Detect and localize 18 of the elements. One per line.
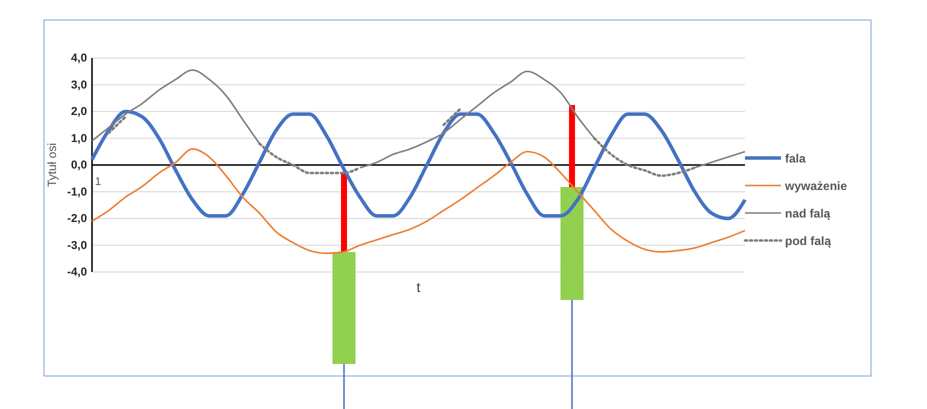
- y-tick-label: -3,0: [67, 240, 87, 252]
- y-tick-label: -1,0: [67, 186, 87, 198]
- y-tick-label: -4,0: [67, 266, 87, 279]
- y-tick-label: 3,0: [71, 79, 87, 92]
- y-tick-label: 2,0: [71, 106, 87, 118]
- y-tick-label: 4,0: [71, 52, 87, 65]
- legend-label: nad falą: [785, 206, 831, 220]
- y-tick-label: -2,0: [67, 213, 87, 226]
- y-axis-title: Tytuł osi: [45, 142, 59, 188]
- line-series: [91, 148, 746, 254]
- legend-label: fala: [785, 152, 806, 166]
- legend-label: wyważenie: [784, 179, 848, 193]
- line-series: [90, 110, 747, 220]
- legend-label: pod falą: [785, 234, 832, 248]
- y-tick-label: 1,0: [71, 132, 87, 145]
- y-tick-label: 0,0: [71, 160, 87, 172]
- x-tick-label: 1: [94, 176, 102, 188]
- x-axis-title: t: [416, 279, 421, 295]
